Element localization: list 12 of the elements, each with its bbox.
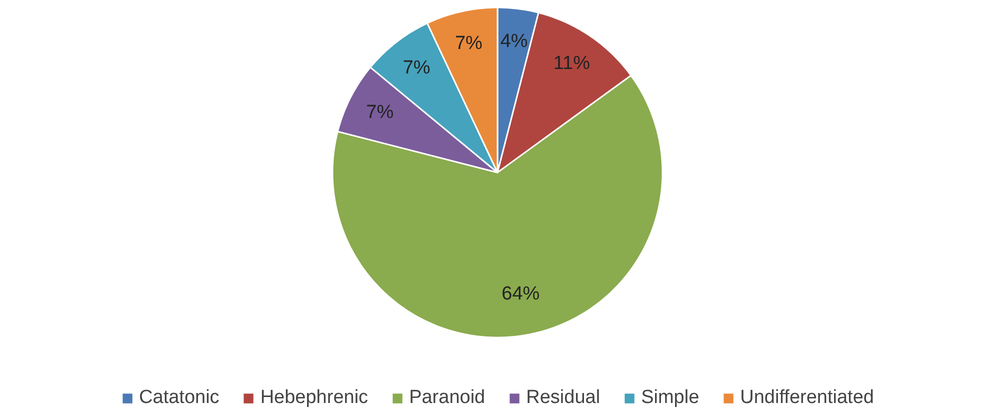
legend-label: Hebephrenic <box>260 387 368 409</box>
data-label: 64% <box>502 284 540 305</box>
data-label: 4% <box>500 31 528 52</box>
legend-label: Paranoid <box>409 387 486 409</box>
legend-label: Catatonic <box>139 387 220 409</box>
data-label: 11% <box>553 52 590 74</box>
data-label: 7% <box>454 33 483 54</box>
legend-label: Simple <box>641 387 700 409</box>
legend-label: Undifferentiated <box>740 387 874 409</box>
data-label: 7% <box>366 102 394 124</box>
data-label: 7% <box>402 58 430 79</box>
legend-label: Residual <box>526 387 600 409</box>
